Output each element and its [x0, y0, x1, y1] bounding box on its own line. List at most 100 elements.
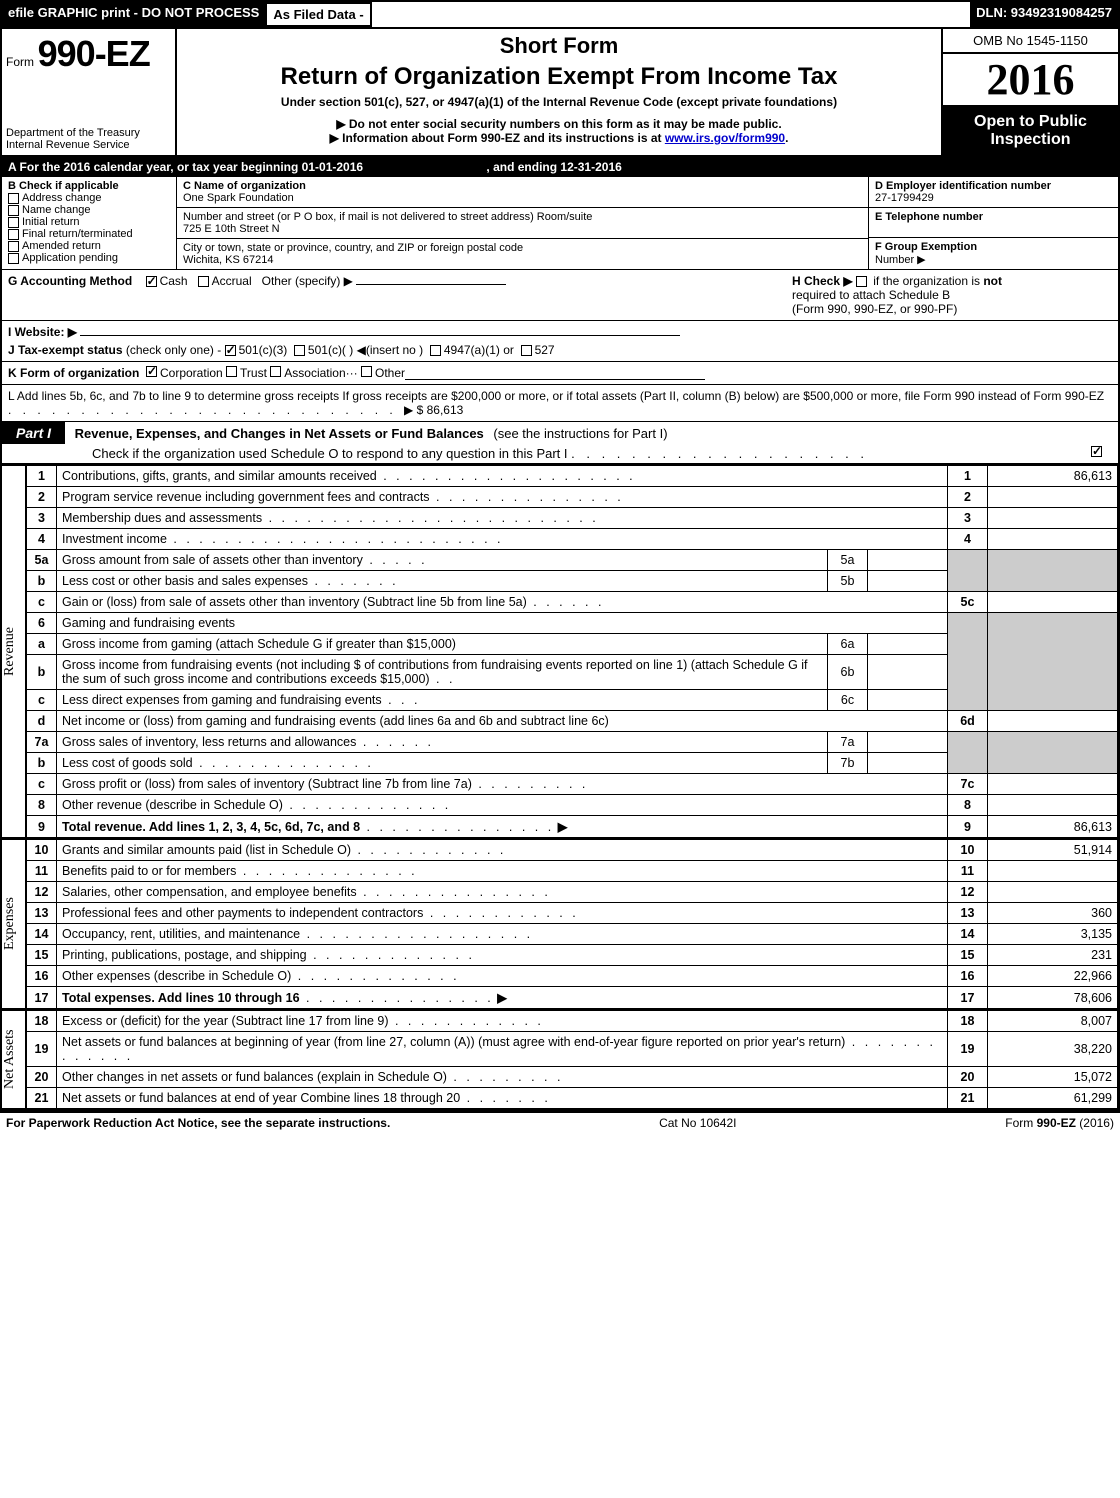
footer-right: Form 990-EZ (2016) — [1005, 1116, 1114, 1130]
val-12 — [988, 882, 1118, 903]
opt-527: 527 — [535, 343, 555, 357]
desc-2: Program service revenue including govern… — [62, 490, 430, 504]
cb-label-name: Name change — [22, 204, 91, 216]
num-2: 2 — [948, 487, 988, 508]
val-18: 8,007 — [988, 1011, 1118, 1032]
row-a: A For the 2016 calendar year, or tax yea… — [2, 157, 1118, 177]
footer-mid: Cat No 10642I — [659, 1116, 736, 1130]
desc-6c: Less direct expenses from gaming and fun… — [62, 693, 382, 707]
cb-cash[interactable] — [146, 276, 157, 287]
ln-5c: c — [27, 592, 57, 613]
revenue-label: Revenue — [2, 465, 26, 838]
desc-4: Investment income — [62, 532, 167, 546]
row-a-mid: , and ending — [486, 160, 560, 174]
row-k-label: K Form of organization — [8, 366, 139, 380]
cb-527[interactable] — [521, 345, 532, 356]
num-16: 16 — [948, 966, 988, 987]
ln-6a: a — [27, 634, 57, 655]
asfiled-label: As Filed Data - — [265, 2, 371, 27]
num-9: 9 — [948, 816, 988, 838]
desc-13: Professional fees and other payments to … — [62, 906, 423, 920]
inval-6a — [868, 634, 948, 655]
ln-1: 1 — [27, 466, 57, 487]
val-9: 86,613 — [988, 816, 1118, 838]
ln-4: 4 — [27, 529, 57, 550]
innum-6b: 6b — [828, 655, 868, 690]
ln-11: 11 — [27, 861, 57, 882]
cb-label-pending: Application pending — [22, 252, 118, 264]
val-7c — [988, 774, 1118, 795]
num-1: 1 — [948, 466, 988, 487]
dept-treasury: Department of the Treasury — [6, 127, 171, 139]
cb-other-org[interactable] — [361, 366, 372, 377]
ln-6: 6 — [27, 613, 57, 634]
opt-corp: Corporation — [160, 366, 223, 380]
inval-5b — [868, 571, 948, 592]
city-label: City or town, state or province, country… — [183, 242, 862, 254]
desc-1: Contributions, gifts, grants, and simila… — [62, 469, 377, 483]
inval-6b — [868, 655, 948, 690]
cb-501c-other[interactable] — [294, 345, 305, 356]
desc-7c: Gross profit or (loss) from sales of inv… — [62, 777, 472, 791]
num-14: 14 — [948, 924, 988, 945]
ln-20: 20 — [27, 1067, 57, 1088]
row-l-amount-prefix: ▶ $ — [404, 403, 427, 417]
innum-7b: 7b — [828, 753, 868, 774]
netassets-label: Net Assets — [2, 1010, 26, 1109]
irs-link[interactable]: www.irs.gov/form990 — [665, 131, 785, 145]
ln-7a: 7a — [27, 732, 57, 753]
desc-6d: Net income or (loss) from gaming and fun… — [62, 714, 609, 728]
tax-year-end: 12-31-2016 — [560, 160, 621, 174]
cb-label-final: Final return/terminated — [22, 228, 133, 240]
cb-4947[interactable] — [430, 345, 441, 356]
other-specify-line — [356, 284, 506, 285]
omb-number: OMB No 1545-1150 — [943, 29, 1118, 54]
cb-h-check[interactable] — [856, 276, 867, 287]
cb-corporation[interactable] — [146, 366, 157, 377]
addr-label: Number and street (or P O box, if mail i… — [183, 211, 862, 223]
ln-13: 13 — [27, 903, 57, 924]
notice-info-suffix: . — [785, 131, 788, 145]
cb-final-return[interactable] — [8, 229, 19, 240]
num-20: 20 — [948, 1067, 988, 1088]
row-g-label: G Accounting Method — [8, 274, 132, 288]
opt-assoc: Association — [284, 366, 345, 380]
cb-association[interactable] — [270, 366, 281, 377]
desc-6a: Gross income from gaming (attach Schedul… — [62, 637, 456, 651]
opt-501c3: 501(c)(3) — [239, 343, 288, 357]
box-f-label: F Group Exemption — [875, 241, 977, 253]
desc-9: Total revenue. Add lines 1, 2, 3, 4, 5c,… — [62, 820, 360, 834]
ln-8: 8 — [27, 795, 57, 816]
desc-19: Net assets or fund balances at beginning… — [62, 1035, 845, 1049]
ln-6d: d — [27, 711, 57, 732]
cb-name-change[interactable] — [8, 205, 19, 216]
innum-5a: 5a — [828, 550, 868, 571]
cb-application-pending[interactable] — [8, 253, 19, 264]
cb-amended-return[interactable] — [8, 241, 19, 252]
desc-18: Excess or (deficit) for the year (Subtra… — [62, 1014, 389, 1028]
val-19: 38,220 — [988, 1032, 1118, 1067]
desc-21: Net assets or fund balances at end of ye… — [62, 1091, 460, 1105]
innum-6c: 6c — [828, 690, 868, 711]
cb-schedule-o[interactable] — [1091, 446, 1102, 457]
val-15: 231 — [988, 945, 1118, 966]
cb-label-address: Address change — [22, 192, 102, 204]
row-j-label: J Tax-exempt status — [8, 343, 123, 357]
cb-initial-return[interactable] — [8, 217, 19, 228]
tax-year: 2016 — [943, 54, 1118, 107]
cb-address-change[interactable] — [8, 193, 19, 204]
ln-17: 17 — [27, 987, 57, 1009]
cb-501c3[interactable] — [225, 345, 236, 356]
val-11 — [988, 861, 1118, 882]
num-11: 11 — [948, 861, 988, 882]
row-h-prefix: H Check ▶ — [792, 274, 856, 288]
cb-trust[interactable] — [226, 366, 237, 377]
cb-accrual[interactable] — [198, 276, 209, 287]
desc-12: Salaries, other compensation, and employ… — [62, 885, 357, 899]
desc-15: Printing, publications, postage, and shi… — [62, 948, 307, 962]
inval-7b — [868, 753, 948, 774]
ln-6c: c — [27, 690, 57, 711]
innum-7a: 7a — [828, 732, 868, 753]
val-21: 61,299 — [988, 1088, 1118, 1109]
row-a-prefix: A For the 2016 calendar year, or tax yea… — [8, 160, 302, 174]
